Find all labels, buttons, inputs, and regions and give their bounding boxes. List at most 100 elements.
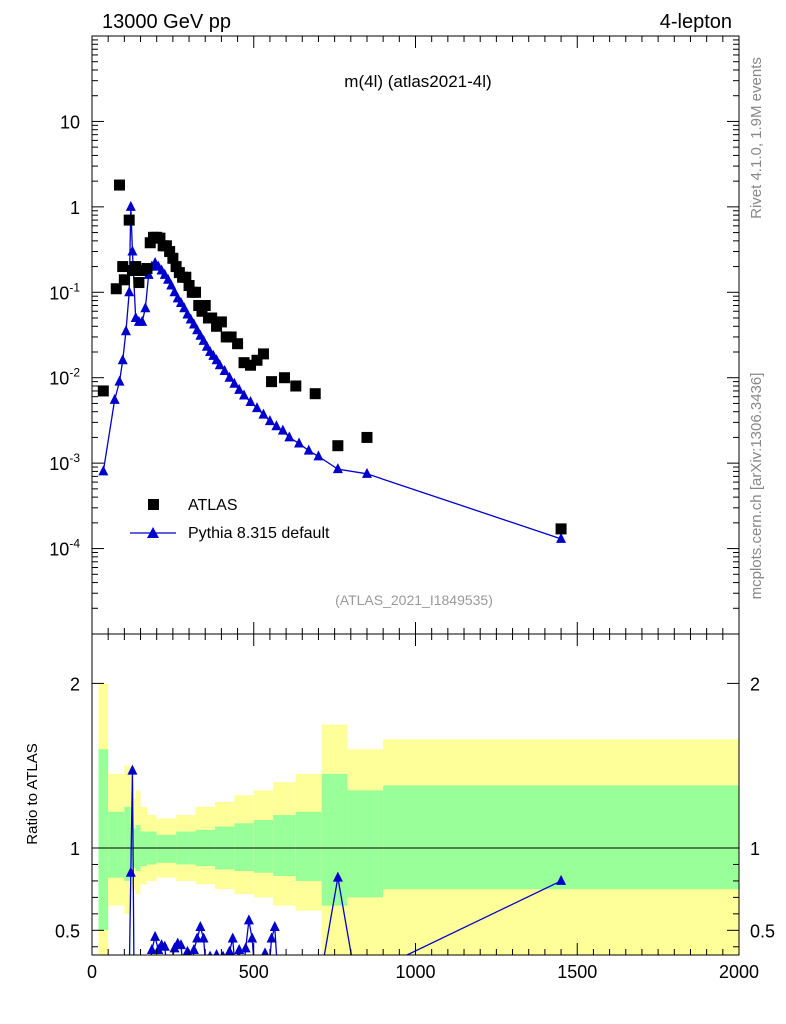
pythia-point [137,315,148,326]
atlas-point [183,280,195,292]
pythia-ratio-point [127,764,138,775]
atlas-point [196,305,208,317]
atlas-point [110,283,122,295]
pythia-point [229,377,240,388]
ratio-x-tick-label: 500 [239,962,269,982]
atlas-point [309,388,321,400]
atlas-point [154,232,166,244]
pythia-point [332,463,343,474]
legend-atlas-label: ATLAS [188,497,238,514]
pythia-point [284,431,295,442]
atlas-point [123,214,135,226]
pythia-point [264,415,275,426]
ratio-axis-ticks [91,634,740,955]
pythia-point [140,302,151,313]
main-y-tick-label: 1 [70,198,80,218]
band-inner [234,823,254,872]
pythia-ratio-point [188,944,199,955]
atlas-point [245,359,257,371]
atlas-point [130,261,142,273]
main-y-tick-label: 10 [60,112,80,132]
ratio-series-layer [125,764,567,984]
atlas-point [225,331,237,343]
pythia-ratio-point [159,940,170,951]
pythia-point [294,437,305,448]
atlas-point [555,523,567,535]
header-right: 4-lepton [660,11,732,33]
ratio-y-axis-label: Ratio to ATLAS [24,743,41,844]
pythia-ratio-point [247,932,258,943]
pythia-ratio-point [315,974,325,984]
atlas-point [251,354,263,366]
ratio-y-tick-label: 2 [70,674,80,694]
band-inner [124,806,131,881]
pythia-point [219,364,230,375]
pythia-point [234,383,245,394]
atlas-point [167,252,179,264]
main-y-tick-labels: 10-4 10-3 10-2 10-1 1 10 [49,112,80,559]
pythia-ratio-point [215,974,225,984]
ratio-uncertainty-bands [98,683,739,955]
pythia-point [245,395,256,406]
pythia-ratio-point [125,866,136,877]
pythia-ratio-point [198,932,209,943]
band-inner [156,834,177,863]
pythia-ratio-point [129,974,139,984]
ratio-x-tick-label: 2000 [719,962,759,982]
pythia-ratio-point [166,957,176,967]
pythia-point [98,465,109,476]
atlas-point [215,316,227,328]
pythia-ratio-point [556,874,567,885]
pythia-point [271,420,282,431]
pythia-ratio-point [273,974,283,984]
atlas-point [238,357,250,369]
main-y-tick-label: 10-1 [49,280,80,303]
atlas-point [290,380,302,392]
atlas-point [193,300,205,312]
pythia-ratio-point [221,974,231,984]
band-inner [108,811,125,878]
pythia-ratio-point [150,930,161,941]
band-inner [253,820,274,873]
main-y-tick-label: 10-4 [49,537,80,560]
band-inner [347,790,384,898]
legend-pythia-marker [147,527,159,538]
pythia-point [277,424,288,435]
pythia-ratio-point [279,974,289,984]
atlas-point [170,261,182,273]
pythia-point [127,245,138,256]
pythia-ratio-markers [125,764,567,984]
pythia-ratio-point [195,921,206,932]
pythia-ratio-point [289,974,299,984]
header-left: 13000 GeV pp [102,11,231,33]
pythia-point [303,444,314,455]
pythia-ratio-point [261,947,269,955]
ratio-plot-frame [91,633,740,956]
pythia-ratio-point [332,871,343,882]
pythia-ratio-point [207,950,213,955]
analysis-id-label: (ATLAS_2021_I1849535) [335,592,493,608]
pythia-ratio-point [243,914,254,925]
atlas-point [164,246,176,258]
pythia-ratio-point [144,974,154,984]
pythia-ratio-point [227,932,238,943]
pythia-point [166,279,177,290]
pythia-ratio-point [213,949,220,955]
ratio-y-tick-label: 1 [70,839,80,859]
pythia-ratio-point [192,932,203,943]
ratio-plot-panel: Ratio to ATLAS 0 500 1000 1500 2000 0.5 0.5 1 1 2… [24,633,775,984]
atlas-point [180,271,192,283]
band-inner [383,785,739,890]
legend-pythia-label: Pythia 8.315 default [188,525,330,542]
main-plot-panel: m(4l) (atlas2021-4l) (ATLAS_2021_I184953… [49,35,740,635]
atlas-point [133,277,145,289]
pythia-point [313,450,324,461]
pythia-ratio-point [266,932,277,943]
ratio-tick-labels: 0 500 1000 1500 2000 0.5 0.5 1 1 2 2 [55,674,775,982]
atlas-point [190,286,202,298]
pythia-point [179,302,190,313]
ratio-y-tick-label-right: 0.5 [750,921,775,941]
pythia-ratio-point [269,921,280,932]
pythia-point [124,286,135,297]
